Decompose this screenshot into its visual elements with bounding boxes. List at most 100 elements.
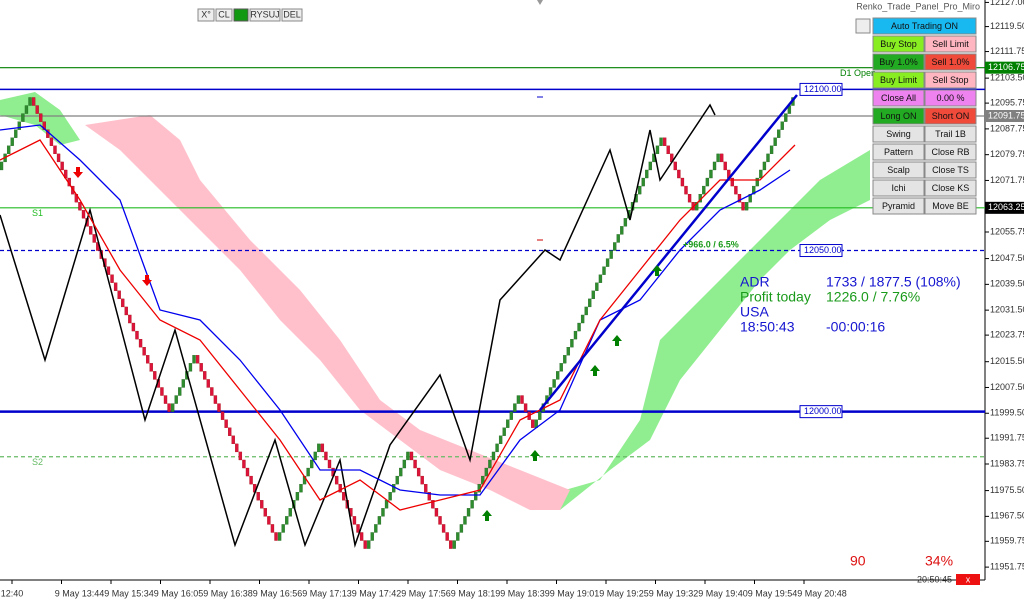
panel-button[interactable] <box>872 107 925 125</box>
y-tick-label: 12119.50 <box>990 21 1024 31</box>
panel-button-label[interactable]: Trail 1B <box>935 129 966 139</box>
toolbar-button-label[interactable]: CL <box>218 9 230 19</box>
toolbar-button[interactable] <box>215 8 233 22</box>
brick-down <box>359 532 364 541</box>
brick-down <box>88 226 93 235</box>
buy-arrows <box>482 265 662 521</box>
brick-down <box>206 379 210 388</box>
brick-up <box>170 403 175 412</box>
brick-up <box>777 129 781 138</box>
panel-button-label[interactable]: Ichi <box>891 183 905 193</box>
trade-result: +966.0 / 6.5% <box>683 239 739 249</box>
brick-up <box>513 403 517 412</box>
panel-button-label[interactable]: Move BE <box>932 201 969 211</box>
brick-up <box>702 185 706 195</box>
panel-button[interactable] <box>872 179 925 197</box>
panel-button[interactable] <box>924 143 977 161</box>
panel-button[interactable] <box>924 35 977 53</box>
brick-down <box>719 153 724 163</box>
panel-button-label[interactable]: Buy Limit <box>880 75 918 85</box>
brick-up <box>306 467 310 477</box>
brick-down <box>135 330 139 340</box>
brick-down <box>124 306 128 316</box>
panel-button-label[interactable]: Close TS <box>932 165 969 175</box>
panel-button[interactable] <box>924 197 977 215</box>
brick-up <box>452 540 456 549</box>
panel-button-label[interactable]: Buy Stop <box>880 39 917 49</box>
panel-button[interactable] <box>872 35 925 53</box>
panel-button-label[interactable]: Scalp <box>887 165 910 175</box>
brick-down <box>434 508 439 517</box>
toolbar-button[interactable] <box>197 8 215 22</box>
brick-down <box>160 387 164 396</box>
panel-button[interactable] <box>872 71 925 89</box>
toolbar-button[interactable] <box>249 8 281 22</box>
y-tick-label: 12111.75 <box>990 46 1024 56</box>
panel-button[interactable] <box>872 197 925 215</box>
panel-button[interactable] <box>924 89 977 107</box>
panel-button[interactable] <box>872 161 925 179</box>
brick-up <box>299 483 303 493</box>
panel-button-label[interactable]: Swing <box>886 129 911 139</box>
level-label: 12000.00 <box>804 406 842 416</box>
panel-button-label[interactable]: Sell Stop <box>932 75 968 85</box>
panel-button-label[interactable]: Close RB <box>931 147 969 157</box>
toolbar-color[interactable] <box>233 8 249 22</box>
brick-down <box>42 121 46 130</box>
level-label: 12100.00 <box>804 84 842 94</box>
brick-up <box>555 371 560 380</box>
toolbar-button-label[interactable]: DEL <box>283 9 301 19</box>
panel-button[interactable] <box>872 89 925 107</box>
panel-button-label[interactable]: Pyramid <box>882 201 915 211</box>
level-axis-label: 12063.25 <box>988 202 1024 212</box>
countdown: -00:00:16 <box>826 319 885 335</box>
panel-button[interactable] <box>924 107 977 125</box>
x-tick-label: 9 May 15:34 <box>104 588 154 598</box>
brick-up <box>566 347 571 356</box>
panel-button[interactable] <box>872 125 925 143</box>
brick-down <box>217 403 221 412</box>
x-tick-label: 9 May 19:25 <box>599 588 649 598</box>
panel-button[interactable] <box>872 53 925 71</box>
panel-button-label[interactable]: Close All <box>881 93 916 103</box>
x-tick-label: 9 May 17:42 <box>352 588 402 598</box>
panel-button[interactable] <box>924 71 977 89</box>
brick-up <box>509 411 513 420</box>
close-button-label[interactable]: x <box>966 574 971 584</box>
panel-button-label[interactable]: Buy 1.0% <box>879 57 918 67</box>
brick-down <box>680 177 685 187</box>
brick-up <box>24 105 29 114</box>
panel-button-label[interactable]: Sell Limit <box>932 39 969 49</box>
kijun-line <box>0 124 791 496</box>
panel-icon[interactable] <box>855 18 871 34</box>
brick-up <box>277 532 282 541</box>
panel-button-label[interactable]: Long ON <box>880 111 916 121</box>
brick-down <box>431 500 435 509</box>
panel-button-label[interactable]: Short ON <box>932 111 970 121</box>
y-tick-label: 12007.50 <box>990 382 1024 392</box>
panel-button[interactable] <box>924 53 977 71</box>
panel-button-label[interactable]: Auto Trading ON <box>891 21 958 31</box>
brick-down <box>81 210 86 219</box>
panel-button[interactable] <box>924 125 977 143</box>
close-button[interactable] <box>956 574 980 585</box>
y-tick-label: 11967.50 <box>990 511 1024 521</box>
panel-button[interactable] <box>924 179 977 197</box>
toolbar-button-label[interactable]: RYSUJ <box>250 9 279 19</box>
panel-button[interactable] <box>872 143 925 161</box>
panel-button-label[interactable]: Sell 1.0% <box>931 57 969 67</box>
toolbar-button[interactable] <box>281 8 303 22</box>
panel-button[interactable] <box>872 17 977 35</box>
panel-button-label[interactable]: Close KS <box>932 183 970 193</box>
panel-button-label[interactable]: 0.00 % <box>936 93 964 103</box>
level-label: 12050.00 <box>804 245 842 255</box>
brick-up <box>178 387 182 396</box>
zigzag <box>0 103 716 548</box>
brick-up <box>313 451 317 461</box>
brick-down <box>263 508 267 517</box>
panel-button-label[interactable]: Pattern <box>884 147 913 157</box>
brick-up <box>288 508 292 517</box>
panel-button[interactable] <box>924 161 977 179</box>
adr-value: 1733 / 1877.5 (108%) <box>826 274 961 290</box>
toolbar-button-label[interactable]: X° <box>201 9 211 19</box>
